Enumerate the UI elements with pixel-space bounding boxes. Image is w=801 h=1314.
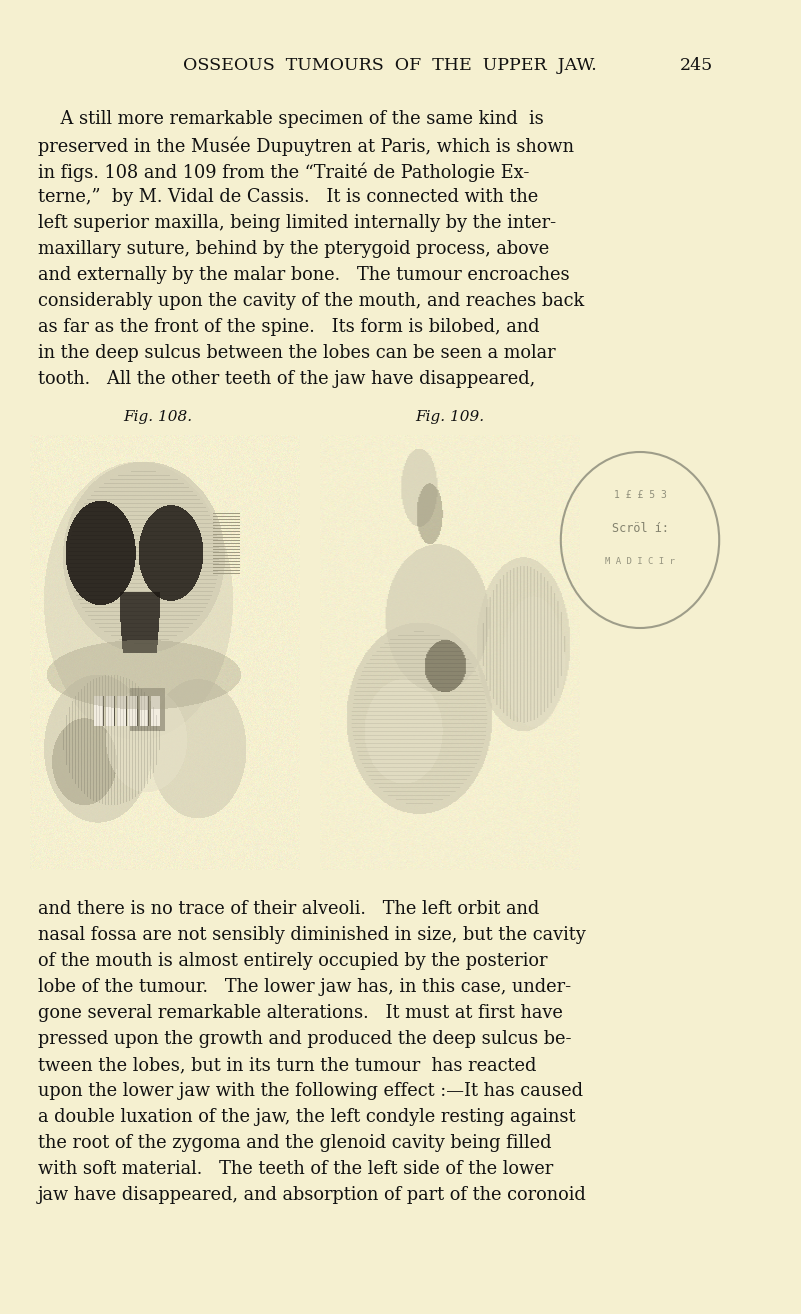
Text: M A D I C I r: M A D I C I r: [605, 557, 675, 566]
Text: tooth.   All the other teeth of the jaw have disappeared,: tooth. All the other teeth of the jaw ha…: [38, 371, 535, 388]
Text: A still more remarkable specimen of the same kind  is: A still more remarkable specimen of the …: [38, 110, 544, 127]
Text: as far as the front of the spine.   Its form is bilobed, and: as far as the front of the spine. Its fo…: [38, 318, 540, 336]
Text: of the mouth is almost entirely occupied by the posterior: of the mouth is almost entirely occupied…: [38, 953, 548, 970]
Text: maxillary suture, behind by the pterygoid process, above: maxillary suture, behind by the pterygoi…: [38, 240, 549, 258]
Text: jaw have disappeared, and absorption of part of the coronoid: jaw have disappeared, and absorption of …: [38, 1187, 587, 1204]
Text: nasal fossa are not sensibly diminished in size, but the cavity: nasal fossa are not sensibly diminished …: [38, 926, 586, 943]
Text: Fig. 108.: Fig. 108.: [123, 410, 192, 424]
Text: OSSEOUS  TUMOURS  OF  THE  UPPER  JAW.: OSSEOUS TUMOURS OF THE UPPER JAW.: [183, 57, 597, 74]
Text: pressed upon the growth and produced the deep sulcus be-: pressed upon the growth and produced the…: [38, 1030, 571, 1049]
Text: in figs. 108 and 109 from the “Traité de Pathologie Ex-: in figs. 108 and 109 from the “Traité de…: [38, 162, 529, 181]
Text: Scröl í:: Scröl í:: [611, 522, 669, 535]
Text: a double luxation of the jaw, the left condyle resting against: a double luxation of the jaw, the left c…: [38, 1108, 575, 1126]
Text: gone several remarkable alterations.   It must at first have: gone several remarkable alterations. It …: [38, 1004, 563, 1022]
Text: 245: 245: [680, 57, 713, 74]
Text: considerably upon the cavity of the mouth, and reaches back: considerably upon the cavity of the mout…: [38, 292, 584, 310]
Text: tween the lobes, but in its turn the tumour  has reacted: tween the lobes, but in its turn the tum…: [38, 1056, 537, 1074]
Text: in the deep sulcus between the lobes can be seen a molar: in the deep sulcus between the lobes can…: [38, 344, 556, 361]
Text: and there is no trace of their alveoli.   The left orbit and: and there is no trace of their alveoli. …: [38, 900, 539, 918]
Text: with soft material.   The teeth of the left side of the lower: with soft material. The teeth of the lef…: [38, 1160, 553, 1177]
Text: and externally by the malar bone.   The tumour encroaches: and externally by the malar bone. The tu…: [38, 265, 570, 284]
Text: Fig. 109.: Fig. 109.: [416, 410, 485, 424]
Text: left superior maxilla, being limited internally by the inter-: left superior maxilla, being limited int…: [38, 214, 556, 233]
Text: 1 £ £ 5 3: 1 £ £ 5 3: [614, 490, 666, 501]
Text: lobe of the tumour.   The lower jaw has, in this case, under-: lobe of the tumour. The lower jaw has, i…: [38, 978, 571, 996]
Text: upon the lower jaw with the following effect :—It has caused: upon the lower jaw with the following ef…: [38, 1081, 583, 1100]
Text: terne,”  by M. Vidal de Cassis.   It is connected with the: terne,” by M. Vidal de Cassis. It is con…: [38, 188, 538, 206]
Text: the root of the zygoma and the glenoid cavity being filled: the root of the zygoma and the glenoid c…: [38, 1134, 552, 1152]
Text: preserved in the Musée Dupuytren at Paris, which is shown: preserved in the Musée Dupuytren at Pari…: [38, 137, 574, 155]
